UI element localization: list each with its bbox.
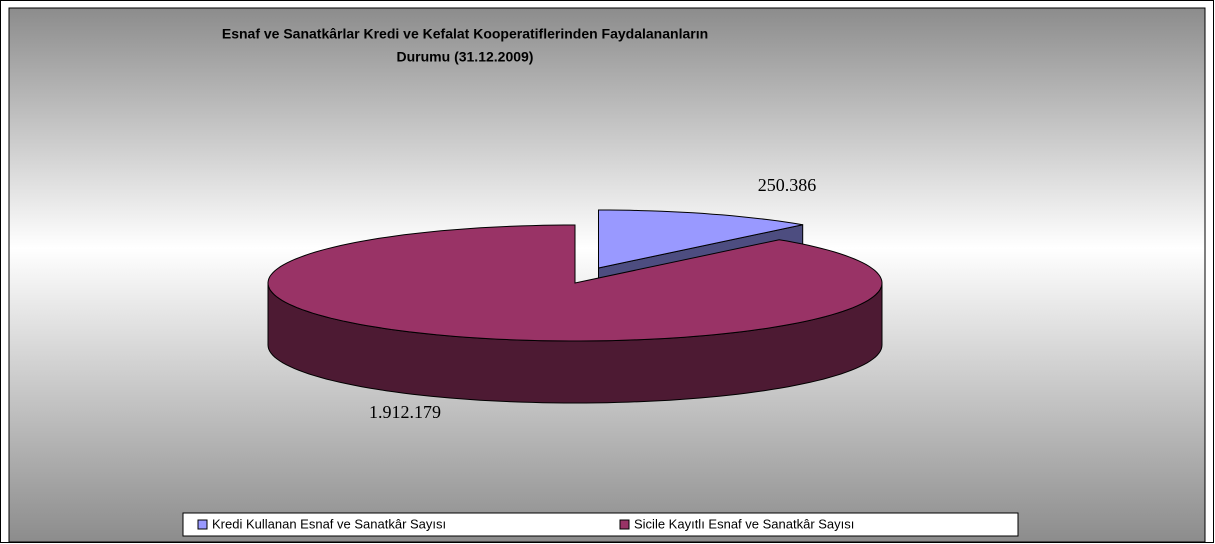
legend	[182, 512, 1019, 537]
chart-title: Durumu (31.12.2009)	[397, 49, 534, 65]
chart-title: Esnaf ve Sanatkârlar Kredi ve Kefalat Ko…	[222, 26, 708, 42]
legend-label: Sicile Kayıtlı Esnaf ve Sanatkâr Sayısı	[634, 516, 854, 531]
pie	[267, 209, 883, 404]
slice	[598, 209, 803, 269]
legend-swatch	[197, 519, 208, 530]
legend-label: Kredi Kullanan Esnaf ve Sanatkâr Sayısı	[212, 516, 446, 531]
legend-items: Kredi Kullanan Esnaf ve Sanatkâr Sayısı S…	[197, 516, 854, 531]
data-label: 1.912.179	[369, 402, 441, 422]
slice	[267, 224, 883, 342]
legend-swatch	[619, 519, 630, 530]
data-label: 250.386	[758, 175, 817, 195]
